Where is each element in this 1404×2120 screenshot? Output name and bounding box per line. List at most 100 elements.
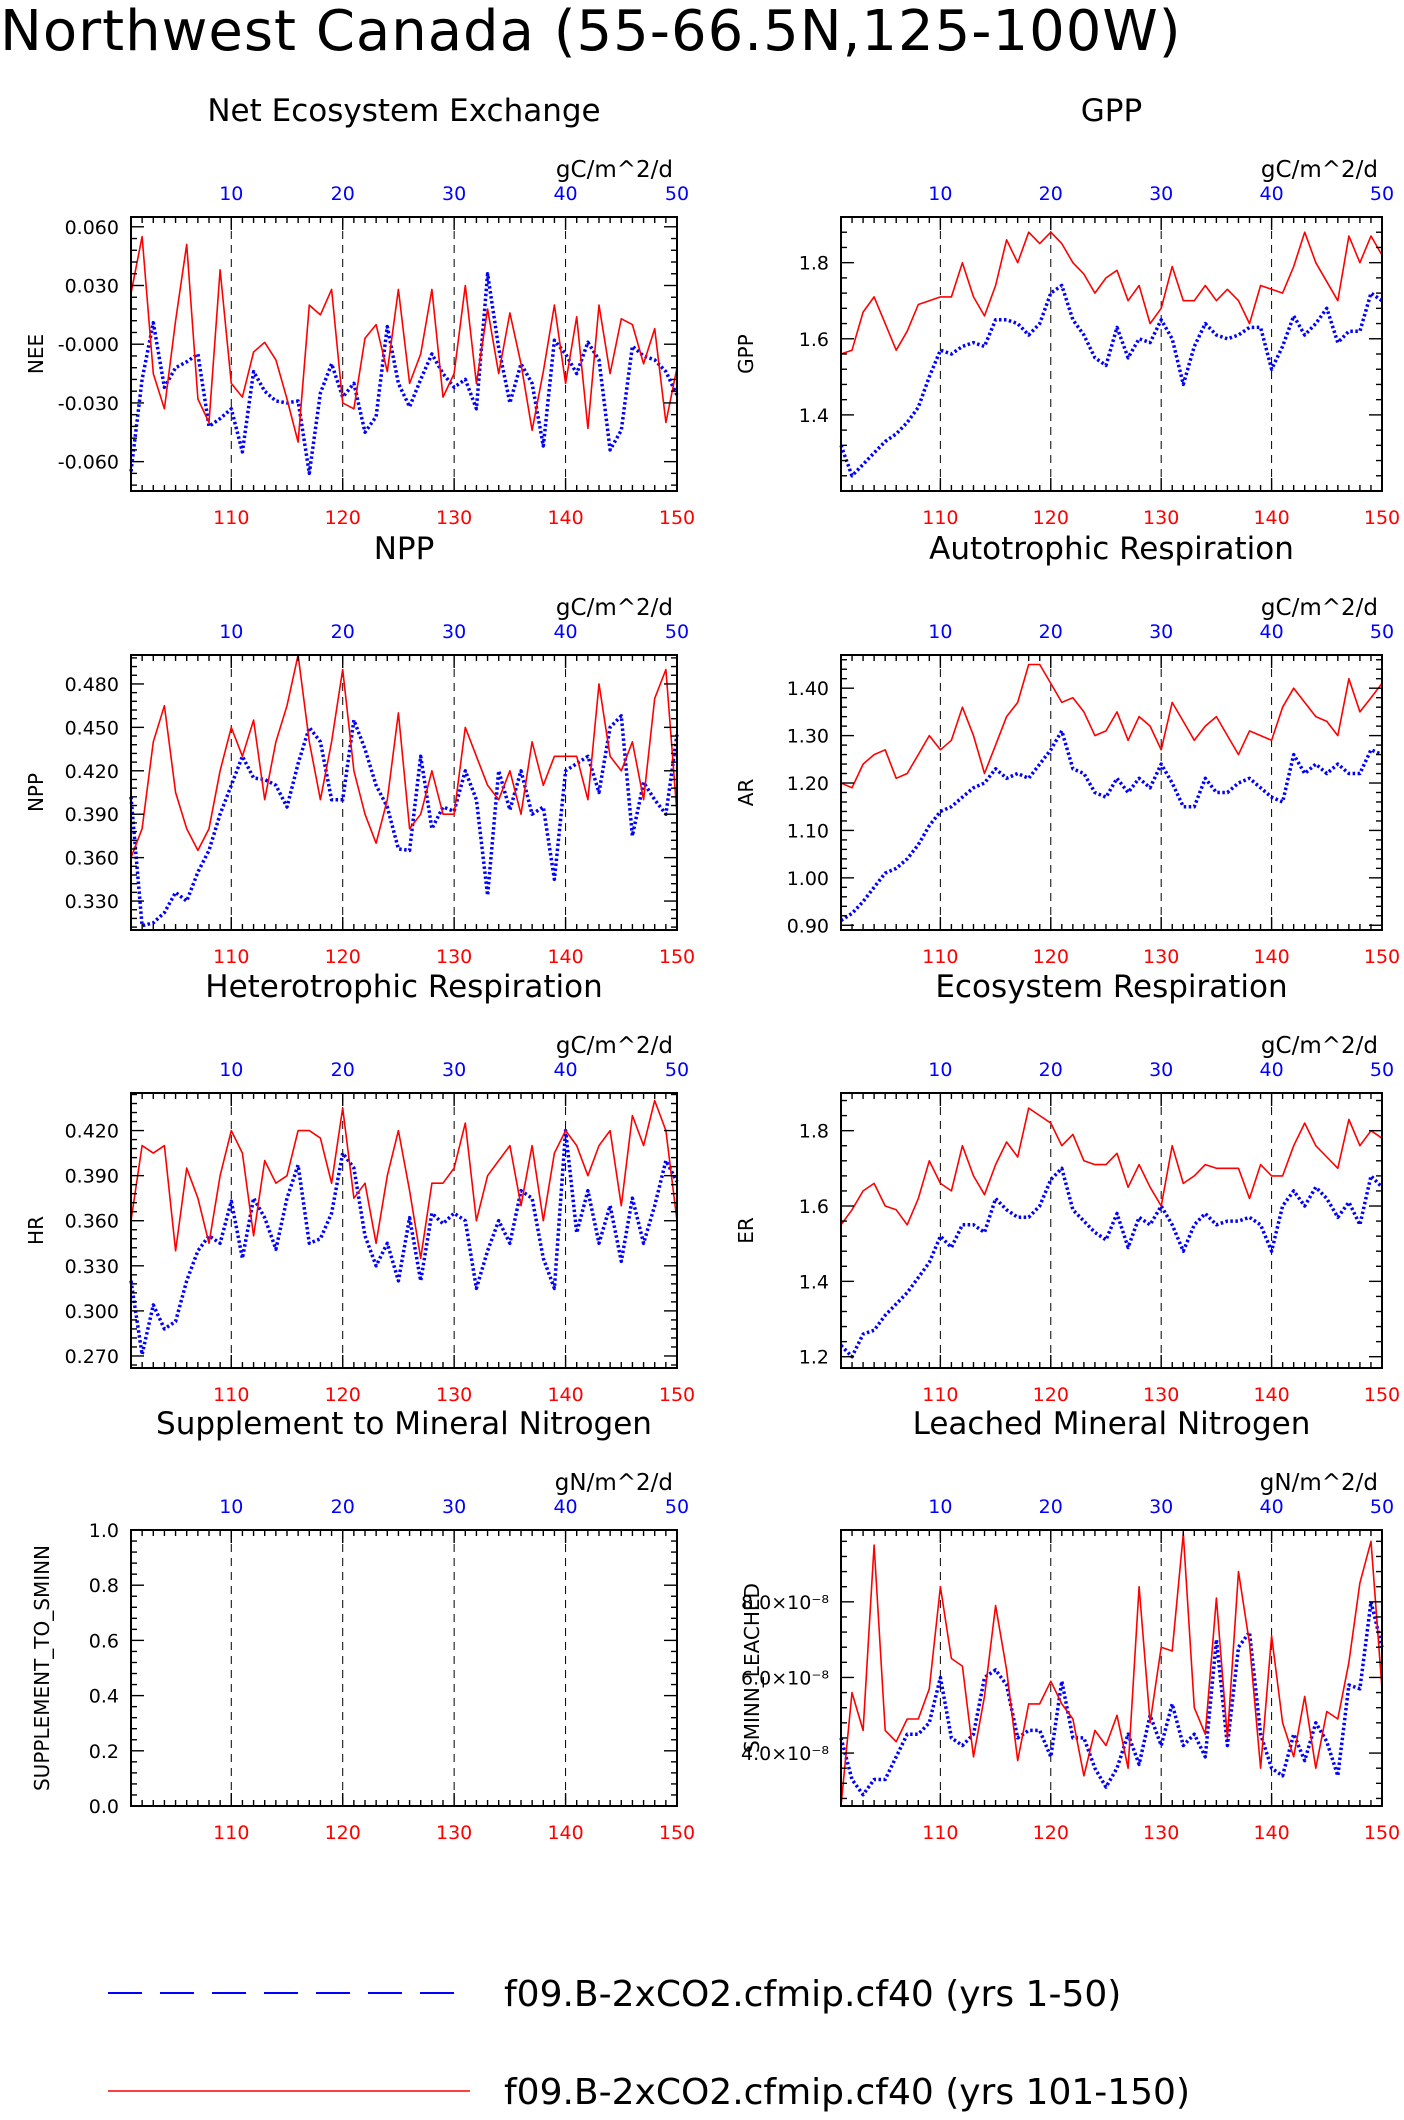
- x-tick-label-top: 10: [219, 183, 243, 205]
- y-tick-label: 0.360: [65, 1211, 119, 1233]
- y-tick-label: 6.0×10⁻⁸: [741, 1667, 829, 1689]
- plot-frame: [130, 1529, 678, 1807]
- x-tick-label-top: 50: [1370, 1496, 1394, 1518]
- x-tick-label-bottom: 110: [213, 946, 249, 968]
- x-tick-label-top: 30: [1149, 621, 1173, 643]
- series-line: [130, 1099, 678, 1260]
- x-tick-label-top: 20: [1039, 621, 1063, 643]
- x-tick-label-bottom: 120: [1033, 946, 1069, 968]
- y-tick-label: 0.330: [65, 891, 119, 913]
- x-tick-label-top: 40: [1259, 1059, 1283, 1081]
- x-tick-label-top: 20: [1039, 183, 1063, 205]
- x-tick-label-bottom: 150: [659, 946, 695, 968]
- x-tick-label-top: 50: [665, 621, 689, 643]
- x-tick-label-top: 40: [1259, 621, 1283, 643]
- y-tick-label: 1.8: [799, 253, 829, 275]
- y-tick-label: 1.20: [787, 773, 829, 795]
- x-tick-label-top: 20: [331, 1496, 355, 1518]
- y-tick-label: 0.2: [89, 1741, 119, 1763]
- y-tick-label: 1.00: [787, 868, 829, 890]
- y-axis-label: NPP: [24, 773, 48, 812]
- y-axis-label: SMINN_LEACHED: [740, 1583, 764, 1753]
- x-tick-label-top: 10: [928, 1496, 952, 1518]
- x-tick-label-top: 10: [928, 1059, 952, 1081]
- panel-title: Ecosystem Respiration: [935, 969, 1287, 1005]
- y-axis-label: HR: [24, 1216, 48, 1245]
- panel-title: Autotrophic Respiration: [929, 531, 1294, 567]
- x-tick-label-top: 50: [665, 183, 689, 205]
- x-tick-label-bottom: 140: [1253, 946, 1289, 968]
- chart-panel-8: Leached Mineral Nitrogen gN/m^2/d 110 120 13…: [740, 1406, 1400, 1844]
- y-tick-label: 1.6: [799, 1196, 829, 1218]
- x-tick-label-top: 30: [442, 183, 466, 205]
- x-tick-label-bottom: 120: [325, 1822, 361, 1844]
- y-tick-label: 0.90: [787, 915, 829, 937]
- series-line: [839, 1600, 1384, 1797]
- legend-item: f09.B-2xCO2.cfmip.cf40 (yrs 1-50): [108, 1974, 1121, 2015]
- chart-panel-1: Net Ecosystem Exchange gC/m^2/d 110 120 130 1…: [24, 93, 695, 529]
- y-tick-label: 4.0×10⁻⁸: [741, 1743, 829, 1765]
- x-tick-label-bottom: 110: [922, 1822, 958, 1844]
- units-label: gC/m^2/d: [1261, 157, 1378, 183]
- x-tick-label-top: 40: [1259, 1496, 1283, 1518]
- x-tick-label-top: 10: [219, 621, 243, 643]
- y-tick-label: 1.40: [787, 678, 829, 700]
- y-tick-label: 0.4: [89, 1686, 119, 1708]
- x-tick-label-bottom: 130: [436, 1822, 472, 1844]
- legend-item: f09.B-2xCO2.cfmip.cf40 (yrs 101-150): [108, 2072, 1190, 2113]
- x-tick-label-top: 10: [219, 1496, 243, 1518]
- x-tick-label-bottom: 150: [659, 507, 695, 529]
- x-tick-label-bottom: 120: [1033, 1822, 1069, 1844]
- panel-title: Leached Mineral Nitrogen: [913, 1406, 1311, 1442]
- x-tick-label-top: 40: [553, 621, 577, 643]
- y-tick-label: 1.30: [787, 726, 829, 748]
- legend-label: f09.B-2xCO2.cfmip.cf40 (yrs 101-150): [504, 2072, 1190, 2113]
- x-tick-label-bottom: 110: [213, 507, 249, 529]
- series-line: [840, 231, 1383, 355]
- units-label: gC/m^2/d: [556, 595, 673, 621]
- y-tick-label: 0.270: [65, 1346, 119, 1368]
- x-tick-label-bottom: 140: [547, 946, 583, 968]
- x-tick-label-bottom: 120: [325, 507, 361, 529]
- panel-title: Heterotrophic Respiration: [205, 969, 602, 1005]
- x-tick-label-bottom: 150: [659, 1822, 695, 1844]
- panel-title: Supplement to Mineral Nitrogen: [156, 1406, 652, 1442]
- x-tick-label-bottom: 150: [1364, 1822, 1400, 1844]
- units-label: gC/m^2/d: [556, 1033, 673, 1059]
- x-tick-label-top: 50: [1370, 183, 1394, 205]
- units-label: gC/m^2/d: [1261, 595, 1378, 621]
- y-tick-label: 0.360: [65, 848, 119, 870]
- y-tick-label: 0.420: [65, 1121, 119, 1143]
- x-tick-label-top: 50: [665, 1496, 689, 1518]
- x-tick-label-bottom: 120: [1033, 1384, 1069, 1406]
- x-tick-label-bottom: 150: [1364, 946, 1400, 968]
- plot-frame: [840, 216, 1383, 492]
- x-tick-label-top: 40: [553, 183, 577, 205]
- x-tick-label-top: 30: [1149, 1496, 1173, 1518]
- x-tick-label-top: 30: [442, 1496, 466, 1518]
- panel-title: NPP: [374, 531, 435, 567]
- y-tick-label: 0.060: [65, 217, 119, 239]
- x-tick-label-top: 20: [1039, 1496, 1063, 1518]
- series-line: [840, 729, 1383, 922]
- y-tick-label: 0.390: [65, 804, 119, 826]
- x-tick-label-top: 40: [1259, 183, 1283, 205]
- y-tick-label: 0.450: [65, 717, 119, 739]
- x-tick-label-top: 30: [1149, 1059, 1173, 1081]
- x-tick-label-bottom: 130: [1143, 946, 1179, 968]
- series-line: [840, 663, 1383, 789]
- y-axis-label: NEE: [24, 334, 48, 374]
- series-line: [840, 1533, 1383, 1807]
- x-tick-label-top: 40: [553, 1496, 577, 1518]
- x-tick-label-top: 30: [442, 1059, 466, 1081]
- chart-panel-6: Ecosystem Respiration gC/m^2/d 110 120 130 14…: [734, 969, 1400, 1406]
- x-tick-label-top: 50: [1370, 1059, 1394, 1081]
- plot-frame: [840, 1529, 1383, 1807]
- series-line: [839, 283, 1383, 478]
- x-tick-label-bottom: 150: [1364, 1384, 1400, 1406]
- y-axis-label: GPP: [734, 334, 758, 374]
- x-tick-label-bottom: 110: [213, 1822, 249, 1844]
- series-line: [840, 1107, 1383, 1226]
- units-label: gN/m^2/d: [555, 1470, 673, 1496]
